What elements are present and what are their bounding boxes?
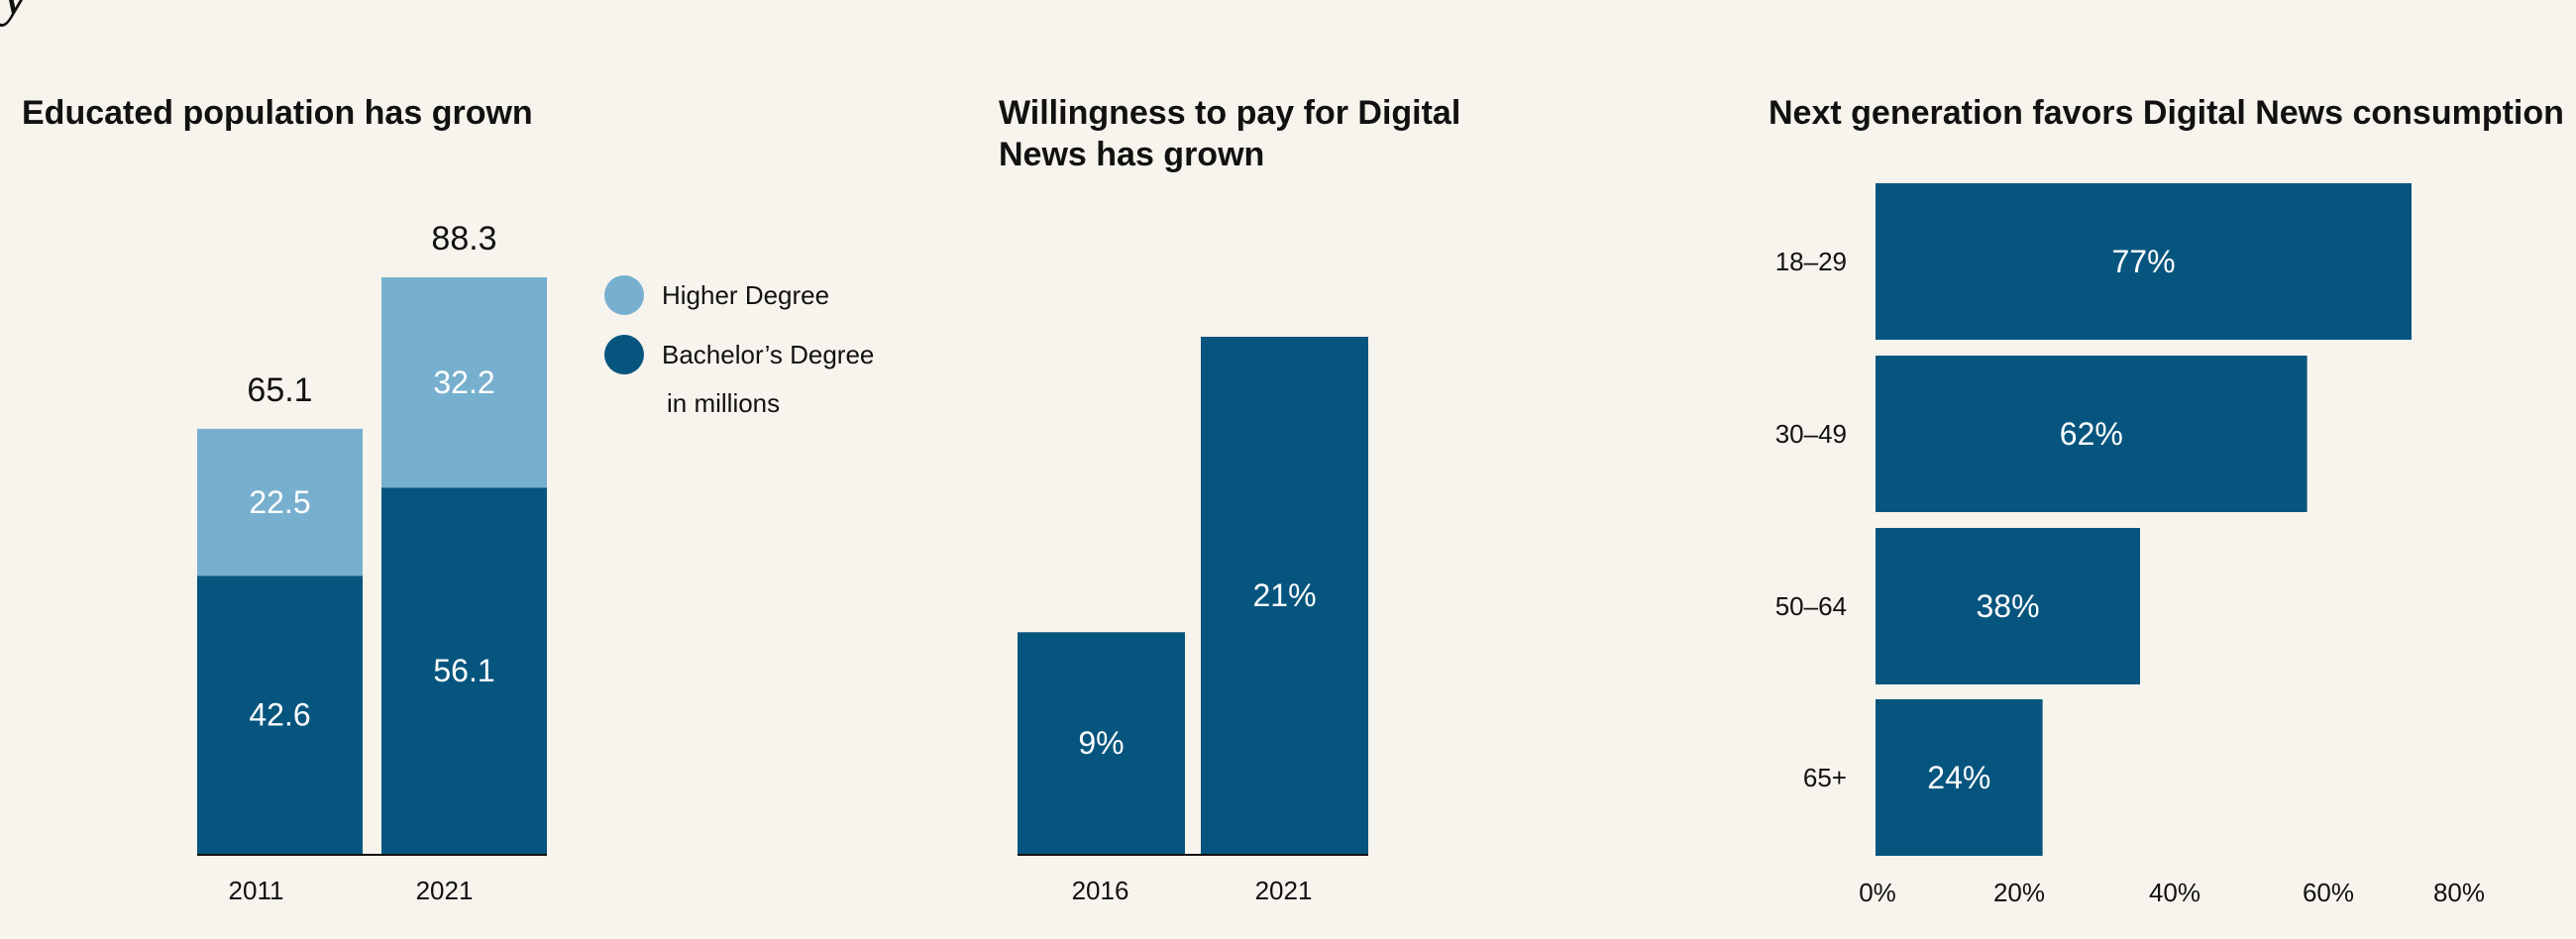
chart2-title: Willingness to pay for Digital News has …: [999, 92, 1460, 175]
bar-label-higher-2021: 32.2: [433, 365, 494, 400]
legend-swatch-higher-degree: [604, 275, 644, 315]
y-tick-age-0: 18–29: [1775, 247, 1847, 276]
bar-age-2: [1876, 528, 2140, 684]
x-tick-2011: 2011: [229, 876, 284, 905]
chart3-title: Next generation favors Digital News cons…: [1769, 94, 2564, 132]
legend-label-bachelors-degree: Bachelor’s Degree: [662, 339, 875, 369]
legend-item-bachelors-degree: Bachelor’s Degree: [604, 325, 874, 384]
chart1-title: Educated population has grown: [22, 94, 533, 132]
bar-age-0: [1876, 183, 2412, 340]
bar-label-2016: 9%: [1078, 725, 1124, 761]
x-tick-2016: 2016: [1072, 876, 1129, 905]
bar-age-3: [1876, 699, 2043, 856]
chart2-title-line2: News has grown: [999, 136, 1265, 173]
x-tick-3: 60%: [2303, 878, 2354, 907]
y-tick-age-2: 50–64: [1775, 591, 1847, 621]
total-label-2021: 88.3: [431, 220, 496, 258]
x-tick-0: 0%: [1859, 878, 1896, 907]
x-tick-2: 40%: [2149, 878, 2200, 907]
legend-item-higher-degree: Higher Degree: [604, 265, 874, 325]
education-stacked-bar-chart: 42.6 22.5 65.1 2011 56.1 32.2 88.3 2021: [197, 220, 547, 905]
bar-bachelors-2011: [197, 575, 363, 854]
total-label-2011: 65.1: [247, 371, 312, 409]
chart1-legend: Higher Degree Bachelor’s Degree in milli…: [604, 265, 874, 419]
decorative-glyph: y: [2, 0, 29, 29]
y-tick-age-1: 30–49: [1775, 419, 1847, 449]
bar-2021: [1201, 337, 1368, 854]
x-tick-4: 80%: [2433, 878, 2485, 907]
y-tick-age-3: 65+: [1803, 763, 1847, 792]
bar-label-bachelors-2011: 42.6: [249, 697, 310, 733]
bar-2016: [1018, 632, 1185, 854]
bar-label-higher-2011: 22.5: [249, 484, 310, 520]
bar-label-age-0: 77%: [2111, 244, 2175, 279]
bar-bachelors-2021: [381, 487, 547, 854]
x-tick-2021: 2021: [416, 876, 474, 905]
legend-label-higher-degree: Higher Degree: [662, 279, 830, 310]
bar-label-age-3: 24%: [1927, 760, 1990, 795]
bar-higher-2011: [197, 428, 363, 576]
unit-note: in millions: [667, 388, 781, 418]
willingness-bar-chart: 9% 2016 21% 2021: [1018, 337, 1368, 905]
bar-label-2021: 21%: [1252, 577, 1316, 613]
bar-label-age-1: 62%: [2060, 416, 2123, 452]
bar-higher-2021: [381, 277, 547, 488]
bar-label-bachelors-2021: 56.1: [433, 653, 494, 688]
x-tick-1: 20%: [1993, 878, 2045, 907]
legend-swatch-bachelors-degree: [604, 335, 644, 374]
bar-label-age-2: 38%: [1976, 588, 2039, 624]
bar-age-1: [1876, 356, 2308, 512]
x-tick-2021: 2021: [1255, 876, 1313, 905]
chart2-title-line1: Willingness to pay for Digital: [999, 94, 1461, 132]
